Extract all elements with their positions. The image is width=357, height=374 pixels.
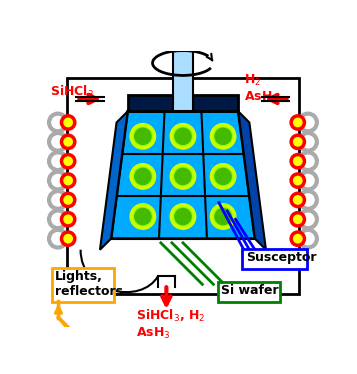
Circle shape — [131, 165, 155, 188]
Circle shape — [291, 213, 305, 226]
Text: SiHCl$_3$, H$_2$
AsH$_3$: SiHCl$_3$, H$_2$ AsH$_3$ — [136, 308, 206, 341]
Text: Lights,
reflectors: Lights, reflectors — [55, 270, 123, 298]
Circle shape — [61, 193, 75, 206]
Circle shape — [174, 208, 192, 225]
Polygon shape — [100, 111, 128, 250]
Text: Si wafer: Si wafer — [221, 284, 279, 297]
Circle shape — [61, 116, 75, 129]
Circle shape — [131, 125, 155, 148]
Text: H$_2$
AsH$_3$: H$_2$ AsH$_3$ — [244, 73, 278, 105]
Circle shape — [171, 205, 195, 228]
Circle shape — [174, 128, 192, 145]
Circle shape — [61, 213, 75, 226]
FancyBboxPatch shape — [242, 249, 307, 269]
Circle shape — [171, 125, 195, 148]
Circle shape — [171, 165, 195, 188]
Circle shape — [174, 168, 192, 185]
Circle shape — [61, 174, 75, 187]
Circle shape — [291, 193, 305, 206]
Circle shape — [211, 205, 235, 228]
Polygon shape — [128, 95, 238, 111]
Polygon shape — [111, 111, 255, 239]
Bar — [173, 50, 193, 111]
Text: SiHCl$_3$: SiHCl$_3$ — [50, 84, 94, 100]
FancyBboxPatch shape — [217, 282, 280, 302]
Circle shape — [61, 135, 75, 148]
Circle shape — [214, 128, 232, 145]
Circle shape — [291, 116, 305, 129]
Circle shape — [214, 208, 232, 225]
Circle shape — [134, 128, 152, 145]
Bar — [67, 78, 299, 294]
Circle shape — [214, 168, 232, 185]
Circle shape — [131, 205, 155, 228]
FancyBboxPatch shape — [51, 268, 114, 302]
Circle shape — [61, 232, 75, 245]
Circle shape — [61, 154, 75, 168]
Circle shape — [134, 168, 152, 185]
Circle shape — [291, 135, 305, 148]
Circle shape — [211, 165, 235, 188]
Circle shape — [134, 208, 152, 225]
Circle shape — [211, 125, 235, 148]
Circle shape — [291, 174, 305, 187]
Text: Susceptor: Susceptor — [246, 251, 317, 264]
Circle shape — [291, 232, 305, 245]
Polygon shape — [238, 111, 266, 250]
Circle shape — [291, 154, 305, 168]
